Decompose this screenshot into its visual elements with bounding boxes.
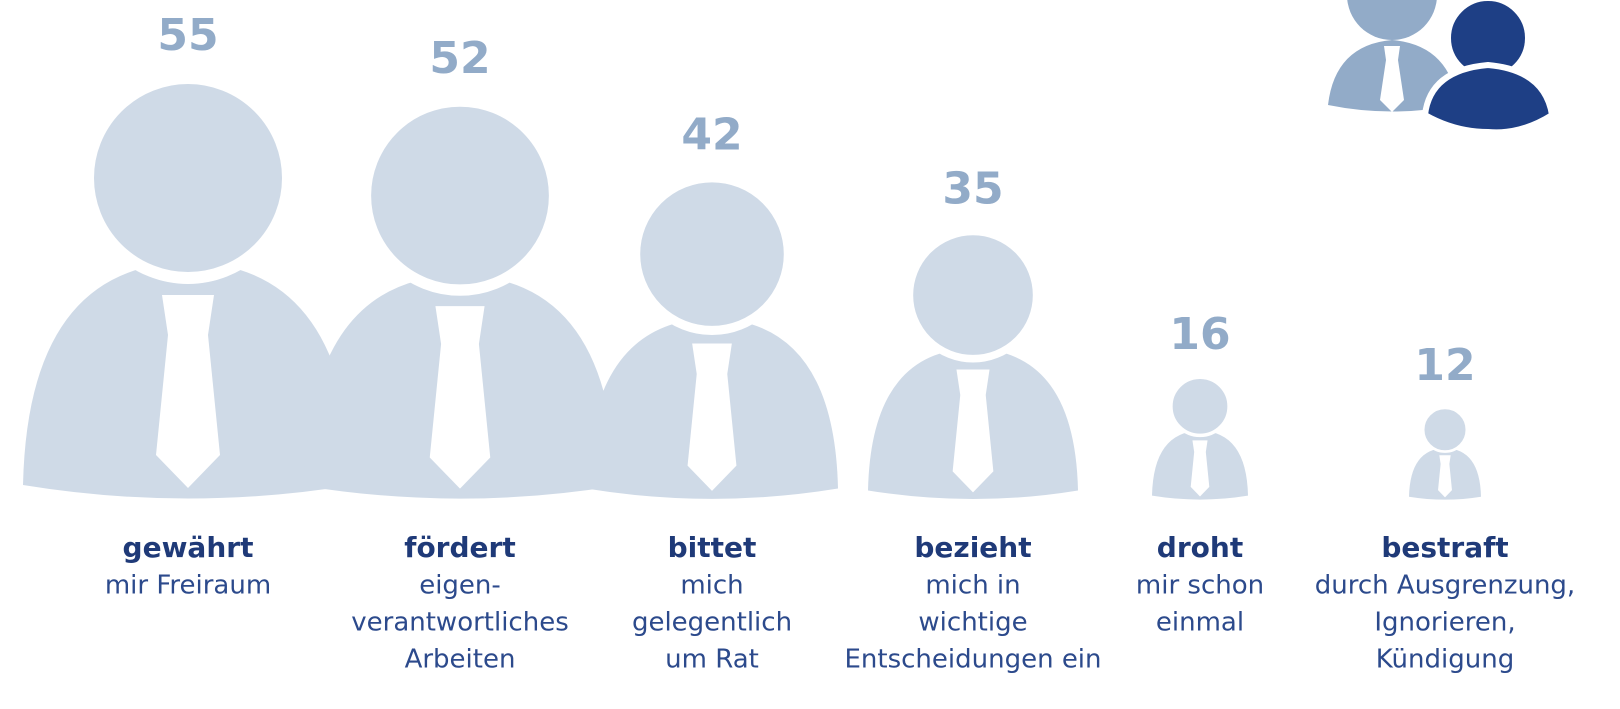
value-label: 52 bbox=[429, 33, 490, 84]
category-description: Arbeiten bbox=[405, 645, 516, 675]
tie bbox=[952, 369, 994, 493]
value-label: 55 bbox=[157, 10, 218, 61]
header-icon bbox=[1328, 0, 1556, 136]
category-description: mir schon bbox=[1136, 571, 1264, 601]
category-label: gewährt bbox=[123, 531, 254, 564]
tie bbox=[687, 343, 737, 491]
head bbox=[1421, 406, 1469, 453]
tie bbox=[156, 295, 220, 488]
category-description: Entscheidungen ein bbox=[844, 645, 1101, 675]
category-label: bittet bbox=[668, 531, 757, 564]
head bbox=[905, 227, 1041, 363]
category-label: droht bbox=[1157, 531, 1243, 564]
category-description: einmal bbox=[1156, 608, 1244, 638]
tie bbox=[1438, 455, 1452, 498]
value-label: 42 bbox=[681, 110, 742, 161]
head bbox=[359, 95, 561, 296]
category-description: gelegentlich bbox=[632, 608, 792, 638]
category-label: bestraft bbox=[1381, 531, 1508, 564]
category-label: bezieht bbox=[914, 531, 1031, 564]
category-description: mir Freiraum bbox=[105, 571, 271, 601]
person-icon bbox=[1152, 375, 1248, 500]
category-description: mich bbox=[680, 571, 743, 601]
person-icon bbox=[23, 72, 353, 499]
tie bbox=[1190, 440, 1210, 497]
category-description: um Rat bbox=[665, 645, 759, 675]
category-description: mich in bbox=[925, 571, 1020, 601]
category-description: Ignorieren, bbox=[1374, 608, 1515, 638]
category-description: Kündigung bbox=[1376, 645, 1514, 675]
head bbox=[631, 173, 793, 336]
value-label: 16 bbox=[1169, 309, 1230, 360]
head bbox=[82, 72, 294, 284]
person-icon bbox=[868, 227, 1078, 500]
category-description: verantwortliches bbox=[351, 608, 569, 638]
head bbox=[1169, 375, 1231, 438]
category-description: wichtige bbox=[918, 608, 1027, 638]
category-label: fördert bbox=[404, 531, 515, 564]
category-description: eigen- bbox=[419, 571, 501, 601]
tie bbox=[429, 306, 491, 489]
person-icon bbox=[586, 173, 838, 499]
person-icon bbox=[304, 95, 616, 499]
value-label: 12 bbox=[1414, 340, 1475, 391]
category-description: durch Ausgrenzung, bbox=[1315, 571, 1575, 601]
value-label: 35 bbox=[942, 163, 1003, 214]
person-icon bbox=[1409, 406, 1481, 500]
